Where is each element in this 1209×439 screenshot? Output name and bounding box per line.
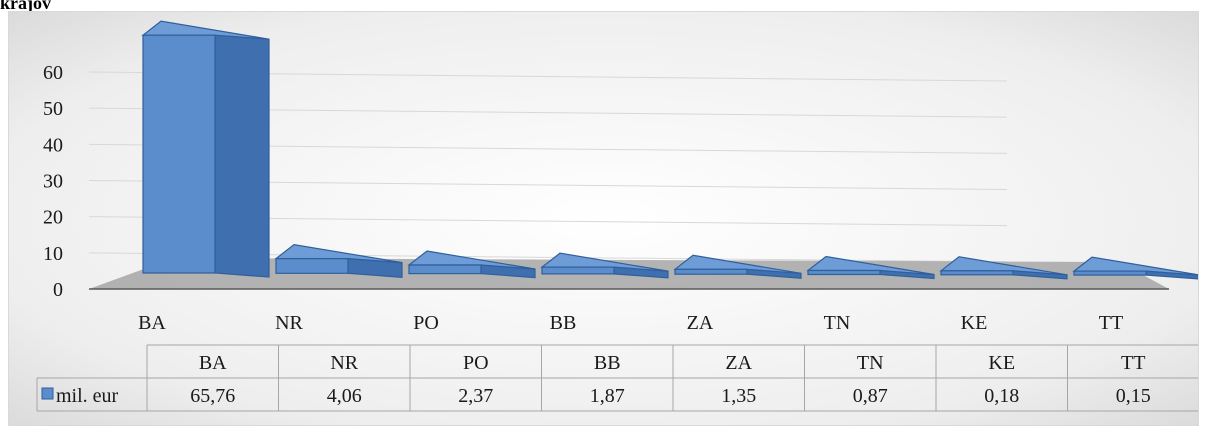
table-value-cell: 1,87 [590,385,625,407]
y-tick-label: 20 [43,207,63,229]
table-value-cell: 0,87 [853,385,888,407]
table-value-cell: 2,37 [458,385,493,407]
table-value-cell: 4,06 [327,385,362,407]
bar-PO [407,250,536,279]
table-header-cell: TT [1121,352,1145,374]
y-tick-label: 50 [43,98,63,120]
x-category-label: ZA [687,312,714,334]
bar-NR [274,243,403,278]
x-category-label: BB [550,312,577,334]
bar-front-face [142,34,216,274]
x-category-label: TN [824,312,851,334]
chart-heading: krajov [0,0,51,13]
table-header-cell: NR [330,352,358,374]
bar-front-face [275,258,349,274]
bar-ZA [673,254,802,279]
legend-series-name: mil. eur [56,385,119,407]
table-value-cell: 0,18 [984,385,1019,407]
y-tick-label: 10 [43,243,63,265]
bar-BA [141,20,270,278]
legend-swatch [41,387,54,400]
bar-front-face [940,270,1014,276]
y-tick-label: 40 [43,134,63,156]
bar-chart: 0 10 20 30 40 50 60 BA NR PO BB ZA TN KE TT BA 65,76 NR… [9,12,1198,425]
bar-front-face [541,266,615,275]
table-header-cell: TN [857,352,884,374]
table-header-cell: PO [463,352,489,374]
x-category-label: BA [138,312,166,334]
table-value-cell: 65,76 [190,385,235,407]
table-header-cell: BB [594,352,621,374]
bar-front-face [807,269,881,276]
table-header-cell: KE [988,352,1015,374]
y-tick-label: 30 [43,171,63,193]
x-category-label: TT [1099,312,1123,334]
chart-frame: 0 10 20 30 40 50 60 BA NR PO BB ZA TN KE TT BA 65,76 NR… [8,11,1199,426]
bar-front-face [408,264,482,275]
x-category-label: PO [413,312,439,334]
table-header-cell: BA [199,352,227,374]
bar-front-face [674,268,748,275]
y-tick-label: 0 [53,279,63,301]
x-category-label: KE [961,312,988,334]
bar-KE [939,256,1068,280]
bar-TN [806,255,935,280]
x-category-label: NR [275,312,303,334]
table-value-cell: 1,35 [721,385,756,407]
y-tick-label: 60 [43,62,63,84]
bar-front-face [1073,270,1147,276]
bar-side-face [214,34,270,278]
bar-BB [540,252,669,279]
table-value-cell: 0,15 [1116,385,1151,407]
bar-TT [1072,256,1198,280]
table-header-cell: ZA [725,352,752,374]
